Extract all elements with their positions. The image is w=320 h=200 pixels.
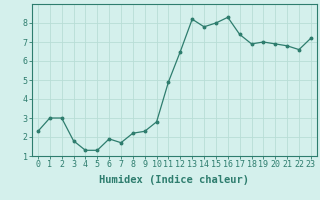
X-axis label: Humidex (Indice chaleur): Humidex (Indice chaleur) (100, 175, 249, 185)
